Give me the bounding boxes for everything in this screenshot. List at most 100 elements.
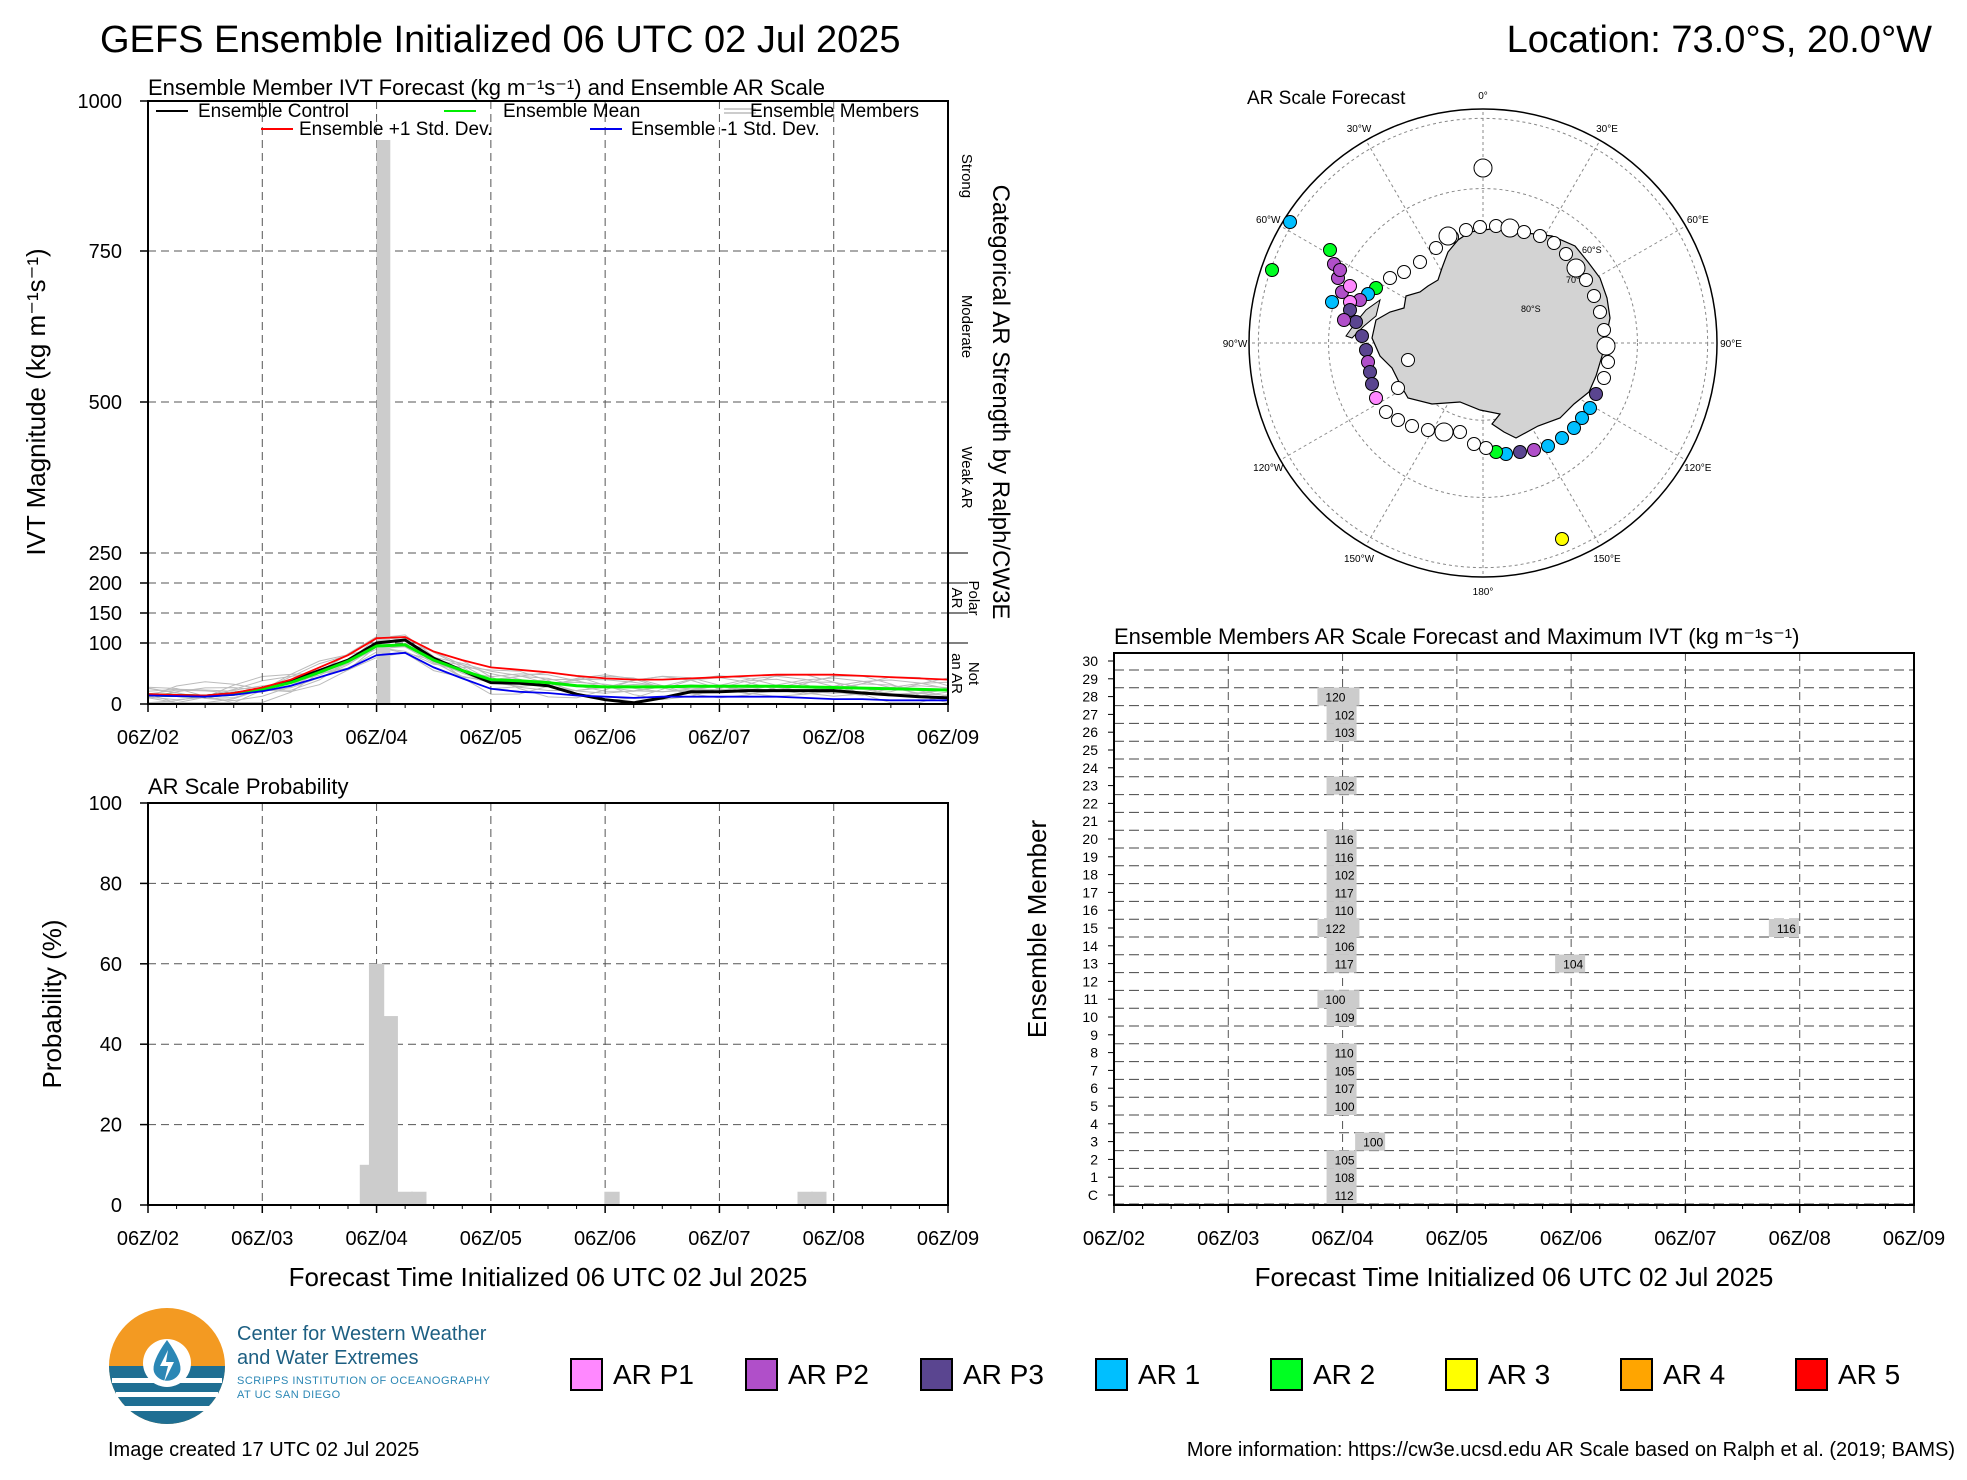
mem-ytick-label: 13 [1082,956,1098,972]
mem-cell-15 [1326,1008,1357,1026]
ivt-category-1: Moderate [958,295,975,358]
mem-cell-label-11: 106 [1335,940,1355,954]
logo-line3: SCRIPPS INSTITUTION OF OCEANOGRAPHY [237,1375,491,1387]
member-title: Ensemble Members AR Scale Forecast and M… [1114,624,1799,649]
prob-bar-7 [811,1191,827,1205]
mem-cell-2 [1326,723,1357,742]
ivt-panel: Ensemble Member IVT Forecast (kg m⁻¹s⁻¹)… [21,75,1014,749]
mem-ytick-label: 15 [1082,920,1098,936]
ar-dot-46 [1359,343,1373,357]
ivt-right-label: Categorical AR Strength by Ralph/CW3E [987,185,1014,620]
ar-dot-5 [1500,218,1520,238]
ar-dot-22 [1555,431,1569,445]
mem-ytick-label: 25 [1082,742,1098,758]
lat-circle-1 [1328,188,1638,498]
ivt-xtick-label: 06Z/04 [345,727,407,749]
mem-ytick-label: 21 [1082,813,1098,829]
ivt-xtick-label: 06Z/08 [803,727,865,749]
member-x-ticks: 06Z/02 06Z/03 06Z/04 06Z/05 06Z/06 06Z/07 06Z/… [1083,1205,1945,1250]
ar-legend-item-7: AR 5 [1795,1358,1900,1391]
prob-xtick-label: 06Z/05 [460,1228,522,1250]
ar-legend-swatch-1 [745,1358,778,1391]
mem-ytick-label: 3 [1090,1134,1098,1150]
prob-frame [147,802,949,1206]
member-ylabel: Ensemble Member [1022,820,1052,1039]
ar-dot-12 [1587,289,1601,303]
mem-cell-12 [1326,954,1357,973]
mem-ytick-label: 29 [1082,671,1098,687]
ar-dot-0 [1473,158,1493,178]
ar-legend-swatch-3 [1095,1358,1128,1391]
ar-dot-56 [1453,425,1467,439]
ivt-category-4-b: an AR [948,653,965,694]
logo-org-name: Center for Western Weather and Water Ext… [237,1322,486,1370]
ivt-category-4: Not [965,662,982,686]
prob-bar-4 [411,1191,427,1205]
ar-legend-label-2: AR P3 [963,1358,1044,1390]
ar-dot-24 [1527,443,1541,457]
mem-cell-6 [1326,865,1357,884]
ivt-series-2 [147,636,949,697]
prob-xtick-label: 06Z/02 [117,1228,179,1250]
map-panel: AR Scale Forecast 0° 30°E 60°E 90°E 120°E 150… [1223,88,1743,598]
lon-label-9: 90°W [1223,339,1248,350]
mem-cell-7 [1326,883,1357,902]
ivt-ytick-label: 750 [89,241,122,263]
legend-control: Ensemble Control [198,101,349,122]
ar-dot-11 [1579,273,1593,287]
mem-cell-label-19: 100 [1335,1100,1355,1114]
map-longitude-labels: 0° 30°E 60°E 90°E 120°E 150°E 180° 150°W 120°W 90… [1223,91,1743,598]
mem-ytick-label: 8 [1090,1045,1098,1061]
lon-label-10: 60°W [1256,215,1281,226]
ivt-grid [148,101,968,704]
ar-legend-swatch-0 [570,1358,603,1391]
mem-cell-1 [1326,705,1357,724]
ar-legend-item-1: AR P2 [745,1358,869,1391]
ar-legend-item-2: AR P3 [920,1358,1044,1391]
ivt-ytick-label: 250 [89,543,122,565]
mem-ytick-label: 19 [1082,849,1098,865]
prob-ytick-label: 40 [100,1034,122,1056]
ar-dot-21 [1567,421,1581,435]
mem-cell-14 [1317,990,1360,1009]
mem-cell-label-5: 116 [1335,851,1354,865]
mem-cell-label-12: 117 [1335,958,1354,972]
prob-x-ticks: 06Z/02 06Z/03 06Z/04 06Z/05 06Z/06 06Z/07 06Z/… [117,1205,979,1250]
map-ar-dots [1265,158,1616,546]
mem-cell-label-22: 108 [1335,1171,1355,1185]
lon-label-0: 0° [1478,91,1488,102]
prob-ylabel: Probability (%) [37,919,67,1088]
mem-cell-label-23: 112 [1335,1189,1354,1203]
mem-ytick-label: 22 [1082,795,1098,811]
ivt-ytick-label: 150 [89,603,122,625]
ar-legend-label-7: AR 5 [1838,1358,1901,1390]
ar-dot-58 [1401,353,1415,367]
ar-dot-32 [1413,255,1427,269]
prob-bar-3 [397,1191,413,1205]
ivt-category-2: Weak AR [958,446,975,508]
mem-cell-label-6: 102 [1335,869,1355,883]
antarctica-landmass [1371,227,1611,439]
mem-cell-23 [1326,1186,1357,1204]
lat-label-60: 60°S [1582,245,1602,255]
prob-bar-2 [382,1016,398,1205]
lon-label-5: 150°E [1593,554,1621,565]
ivt-ytick-label: 100 [89,633,122,655]
ar-legend-swatch-4 [1270,1358,1303,1391]
ar-dot-44 [1349,315,1363,329]
ar-dot-2 [1459,223,1473,237]
mem-cell-label-8: 110 [1335,904,1354,918]
ivt-title: Ensemble Member IVT Forecast (kg m⁻¹s⁻¹)… [148,75,825,100]
mem-cell-label-0: 120 [1325,691,1345,705]
ar-legend-swatch-2 [920,1358,953,1391]
member-xlabel: Forecast Time Initialized 06 UTC 02 Jul … [1255,1262,1774,1292]
ar-dot-16 [1601,355,1615,369]
lon-label-2: 60°E [1687,215,1709,226]
ar-legend-label-3: AR 1 [1138,1358,1201,1390]
logo-institution: SCRIPPS INSTITUTION OF OCEANOGRAPHY AT U… [237,1374,490,1402]
ivt-xtick-label: 06Z/03 [231,727,293,749]
mem-ytick-label: 12 [1082,973,1098,989]
mem-ytick-label: 9 [1090,1027,1098,1043]
ivt-x-ticks: 06Z/02 06Z/03 06Z/04 06Z/05 06Z/06 06Z/07 06Z/… [117,704,979,749]
ar-dot-7 [1533,229,1547,243]
